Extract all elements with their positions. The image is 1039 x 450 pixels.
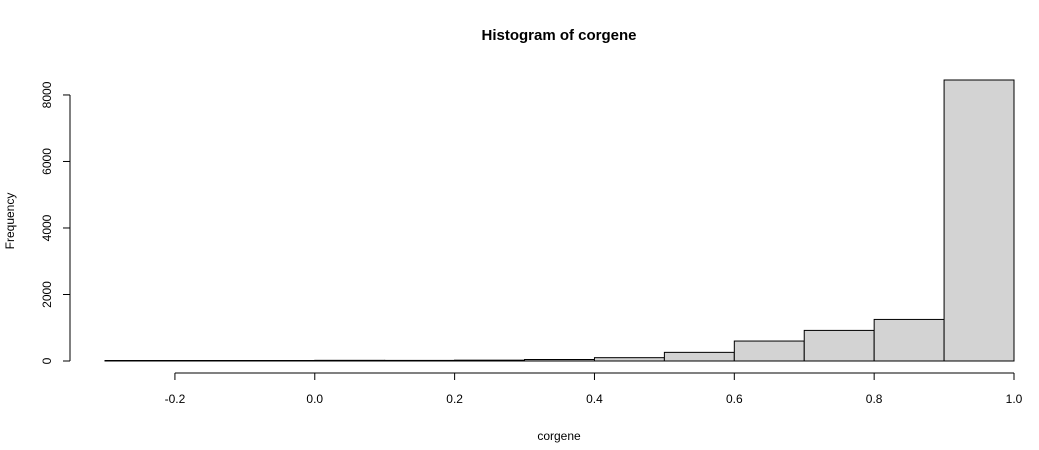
histogram-bar-12 bbox=[943, 79, 1015, 362]
histogram-bar-1 bbox=[174, 360, 246, 362]
x-tick-label: 0.6 bbox=[726, 392, 743, 406]
histogram-bar-9 bbox=[733, 340, 805, 362]
histogram-bar-2 bbox=[244, 360, 316, 362]
y-tick-label: 8000 bbox=[40, 81, 54, 108]
bars-group bbox=[104, 79, 1015, 362]
x-axis-label: corgene bbox=[537, 429, 581, 443]
x-tick-label: -0.2 bbox=[165, 392, 186, 406]
y-tick-label: 2000 bbox=[40, 281, 54, 308]
histogram-bar-7 bbox=[593, 357, 665, 362]
x-tick-label: 0.8 bbox=[866, 392, 883, 406]
y-tick-label: 4000 bbox=[40, 214, 54, 241]
x-tick-label: 0.4 bbox=[586, 392, 603, 406]
y-axis: 0 2000 4000 6000 8000 bbox=[40, 81, 71, 364]
histogram-bar-5 bbox=[454, 359, 526, 362]
y-tick-label: 0 bbox=[40, 357, 54, 364]
y-axis-label: Frequency bbox=[3, 193, 17, 250]
histogram-bar-10 bbox=[803, 329, 875, 362]
y-tick-label: 6000 bbox=[40, 148, 54, 175]
x-tick-label: 1.0 bbox=[1006, 392, 1023, 406]
chart-title: Histogram of corgene bbox=[481, 27, 636, 44]
x-tick-label: 0.2 bbox=[446, 392, 463, 406]
histogram-bar-11 bbox=[873, 318, 945, 362]
histogram-bar-3 bbox=[314, 359, 386, 362]
histogram-bar-4 bbox=[384, 359, 456, 362]
histogram-bar-8 bbox=[663, 351, 735, 362]
x-tick-label: 0.0 bbox=[306, 392, 323, 406]
x-axis: -0.2 0.0 0.2 0.4 0.6 0.8 1.0 bbox=[165, 372, 1023, 406]
histogram-bar-0 bbox=[104, 360, 176, 362]
histogram-bar-6 bbox=[524, 359, 595, 362]
